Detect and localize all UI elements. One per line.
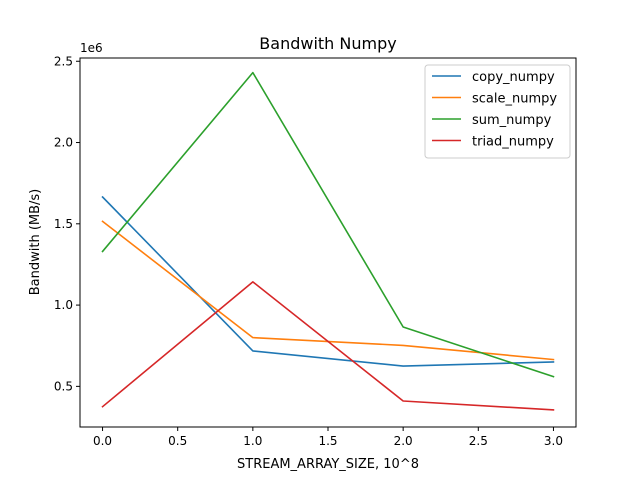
- x-tick-label: 3.0: [544, 434, 563, 448]
- y-tick-label: 2.5: [54, 54, 73, 68]
- legend-label-copy_numpy: copy_numpy: [472, 70, 555, 85]
- chart-title: Bandwith Numpy: [259, 34, 396, 53]
- y-axis-label: Bandwith (MB/s): [28, 189, 43, 296]
- y-tick-label: 1.0: [54, 298, 73, 312]
- x-tick-label: 2.5: [469, 434, 488, 448]
- x-axis-label: STREAM_ARRAY_SIZE, 10^8: [237, 457, 419, 472]
- legend-box: [424, 64, 571, 159]
- series-line-triad_numpy: [101, 281, 555, 411]
- y-tick-label: 0.5: [54, 379, 73, 393]
- y-tick-label: 2.0: [54, 136, 73, 150]
- plot-lines: [101, 71, 555, 411]
- legend: copy_numpy scale_numpy sum_numpy triad_nump…: [424, 64, 571, 159]
- y-axis-ticks: 0.5 1.0 1.5 2.0 2.5: [54, 54, 80, 393]
- legend-label-scale_numpy: scale_numpy: [472, 92, 557, 107]
- series-line-sum_numpy: [101, 71, 555, 378]
- x-axis-ticks: 0.0 0.5 1.0 1.5 2.0 2.5 3.0: [93, 427, 563, 448]
- series-line-copy_numpy: [101, 195, 555, 367]
- x-tick-label: 0.0: [93, 434, 112, 448]
- x-tick-label: 1.0: [243, 434, 262, 448]
- x-tick-label: 2.0: [394, 434, 413, 448]
- x-tick-label: 1.5: [318, 434, 337, 448]
- x-tick-label: 0.5: [168, 434, 187, 448]
- legend-label-sum_numpy: sum_numpy: [472, 113, 552, 128]
- y-axis-offset-label: 1e6: [80, 41, 103, 55]
- y-tick-label: 1.5: [54, 217, 73, 231]
- legend-label-triad_numpy: triad_numpy: [472, 135, 554, 150]
